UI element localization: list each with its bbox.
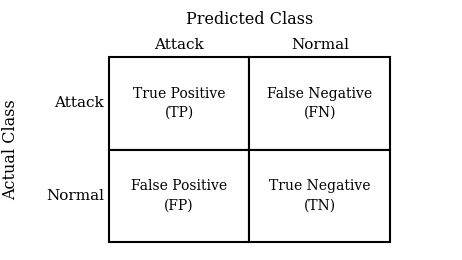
- Bar: [249, 57, 390, 150]
- Bar: [109, 150, 249, 242]
- Text: False Negative
(FN): False Negative (FN): [267, 87, 372, 120]
- Text: Predicted Class: Predicted Class: [186, 11, 313, 28]
- Text: Attack: Attack: [154, 38, 204, 53]
- Text: Actual Class: Actual Class: [2, 99, 18, 200]
- Text: Normal: Normal: [46, 189, 104, 203]
- Text: True Positive
(TP): True Positive (TP): [133, 87, 225, 120]
- Text: Attack: Attack: [54, 96, 104, 110]
- Bar: [109, 57, 249, 150]
- Bar: [249, 150, 390, 242]
- Text: Normal: Normal: [291, 38, 349, 53]
- Text: True Negative
(TN): True Negative (TN): [269, 179, 371, 212]
- Text: False Positive
(FP): False Positive (FP): [131, 179, 227, 212]
